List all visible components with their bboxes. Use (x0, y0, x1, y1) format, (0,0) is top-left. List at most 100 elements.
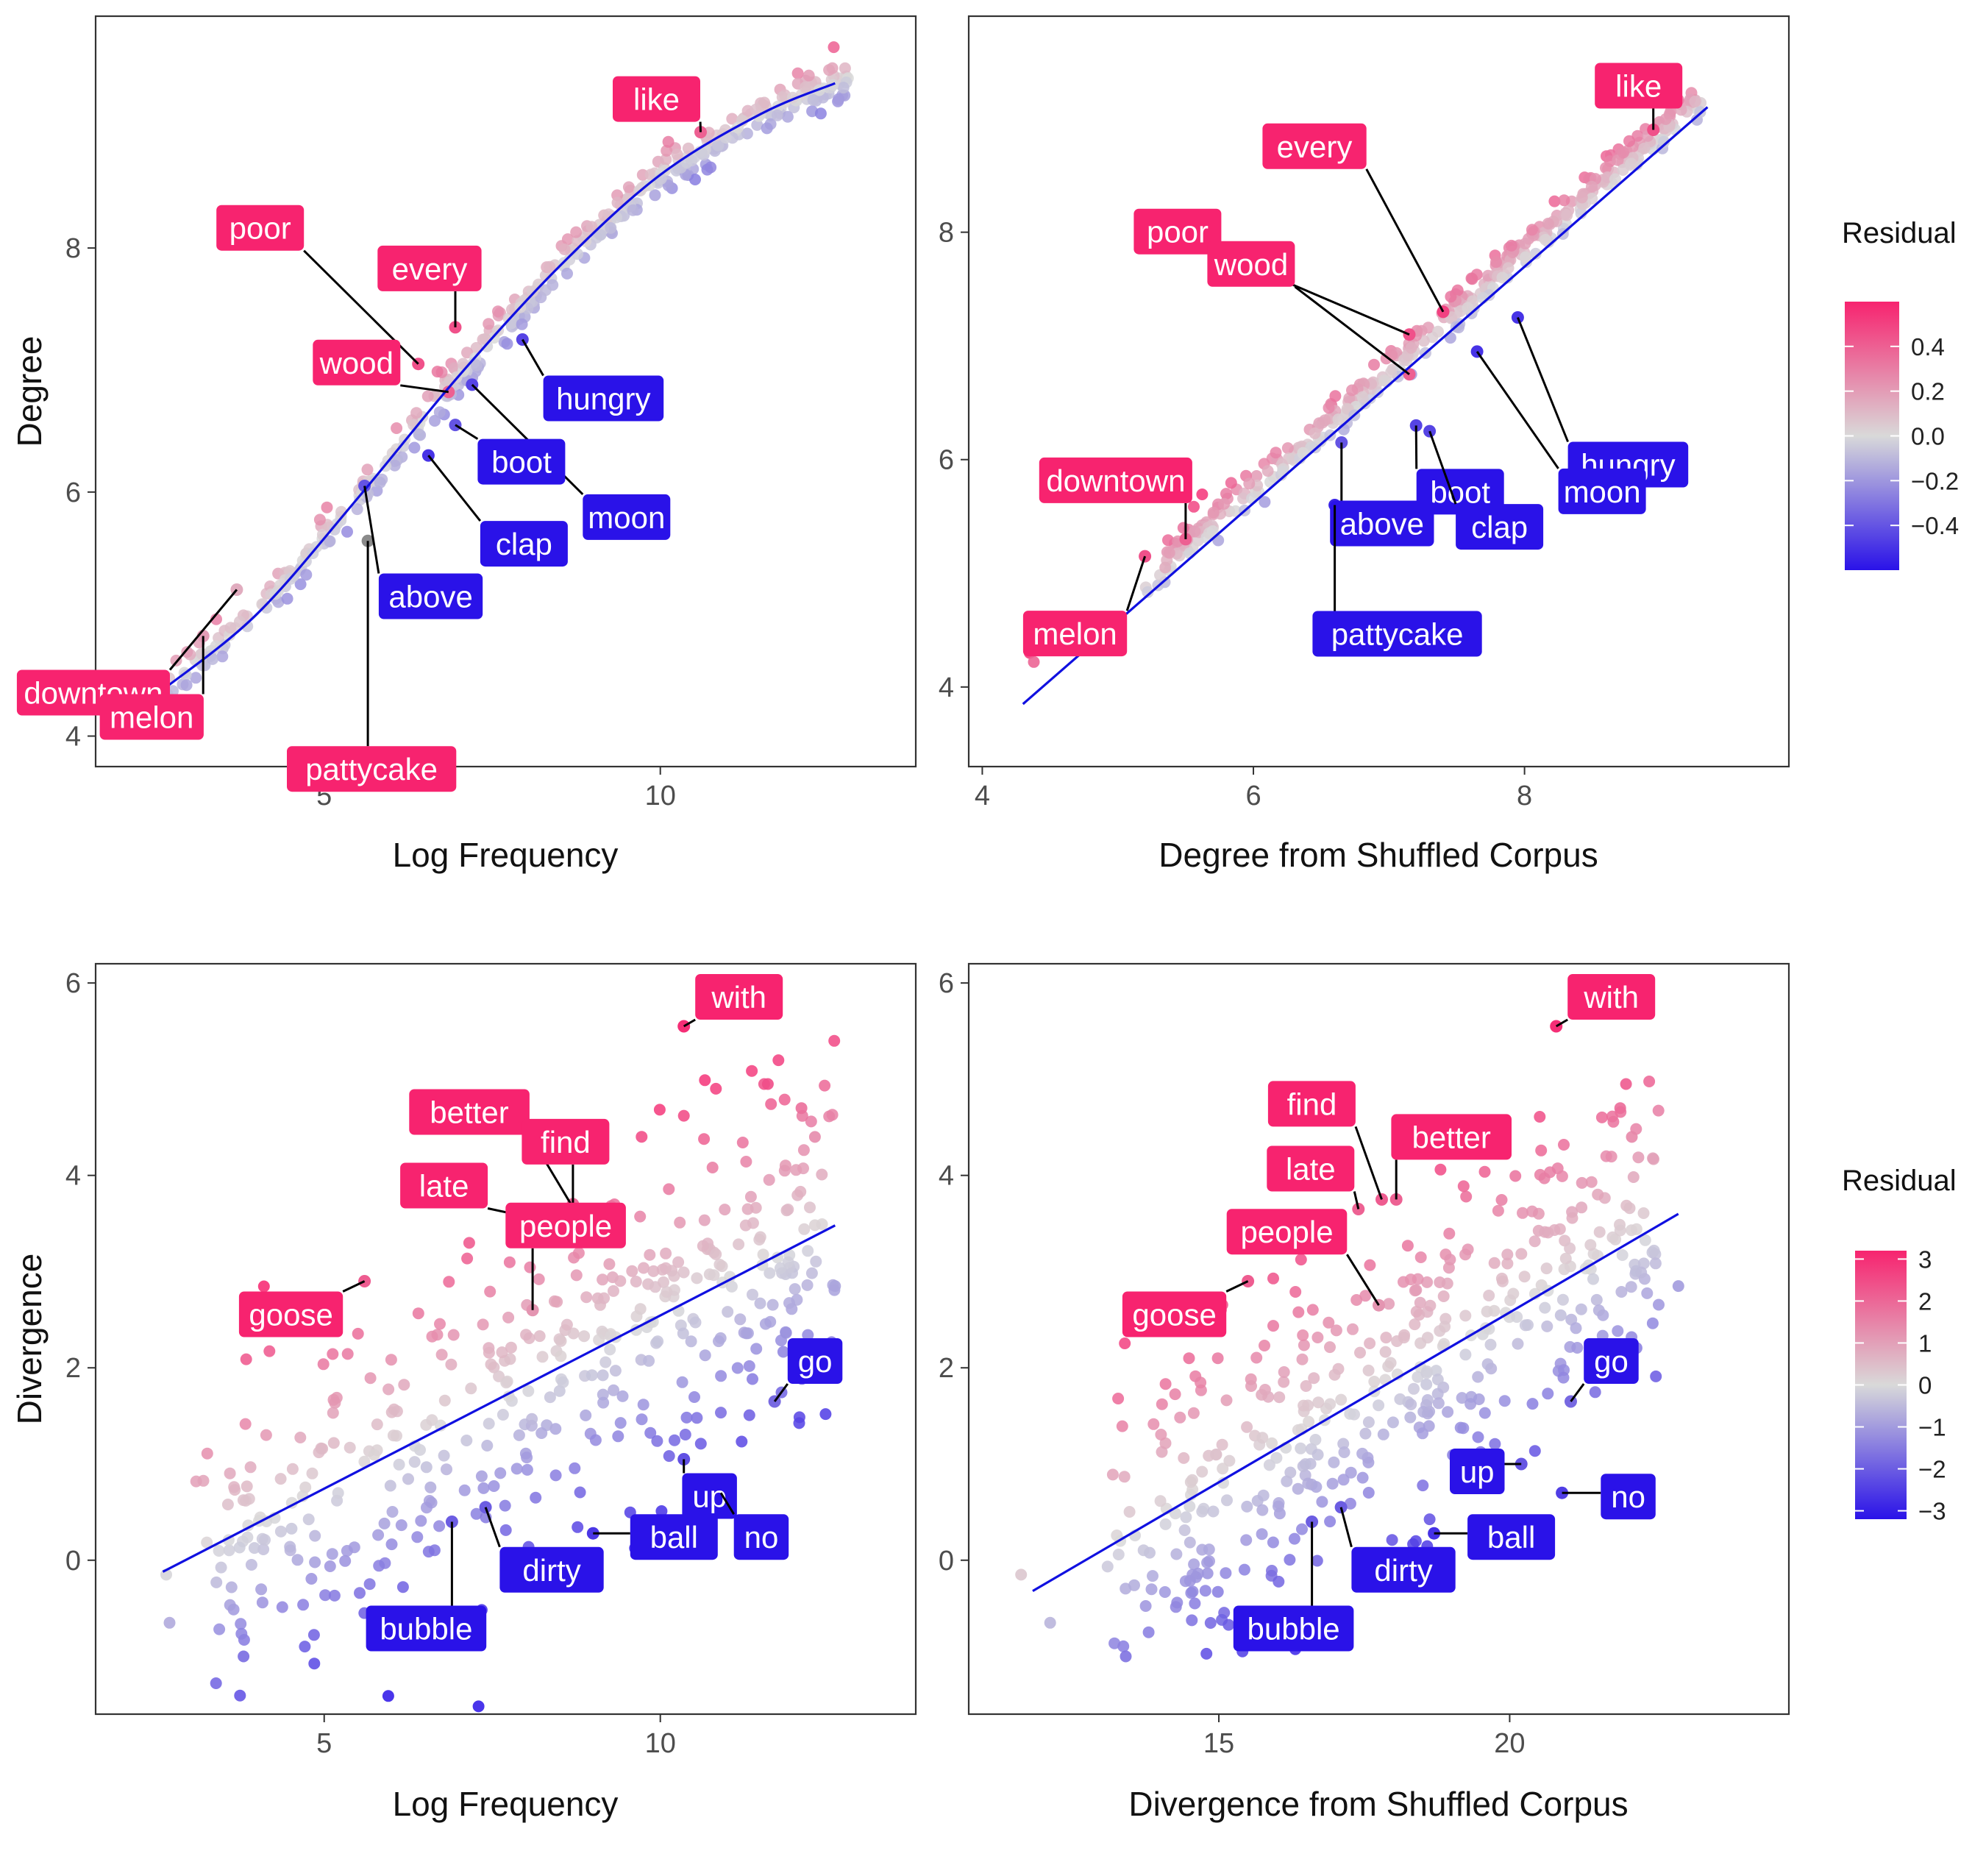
scatter-point (572, 1521, 584, 1533)
scatter-point (1507, 1287, 1520, 1300)
word-label: downtown (1046, 463, 1185, 498)
scatter-point (1184, 1536, 1196, 1549)
scatter-point (492, 305, 504, 318)
panel-divergence-vs-shuffled-divergence: 15 20 0 2 4 6 with find late better people goose go… (939, 962, 1790, 1823)
scatter-point (1223, 1454, 1236, 1467)
scatter-point (561, 233, 574, 246)
word-label-box (543, 375, 664, 422)
scatter-point (499, 1499, 511, 1512)
scatter-point (1460, 1190, 1473, 1203)
scatter-point (1542, 1388, 1554, 1400)
scatter-point (608, 1285, 619, 1297)
fit-line (1032, 1212, 1679, 1592)
scatter-point (1345, 1466, 1357, 1479)
word-label: goose (1132, 1298, 1216, 1332)
scatter-point (780, 1326, 792, 1338)
word-label-box (1122, 1291, 1227, 1337)
scatter-point (1273, 1500, 1284, 1513)
scatter-point (1585, 1176, 1598, 1188)
scatter-point (319, 1589, 332, 1602)
scatter-point (691, 1272, 703, 1285)
scatter-point (1386, 1534, 1398, 1546)
scatter-point (332, 1487, 344, 1499)
scatter-point (1600, 162, 1612, 174)
scatter-point (1298, 1339, 1310, 1351)
scatter-point (1542, 217, 1554, 230)
scatter-point (413, 428, 425, 441)
legend-title: Residual (1842, 1165, 1957, 1197)
word-label-box (1022, 611, 1128, 657)
scatter-point (1421, 1276, 1434, 1288)
y-axis-title: Divergence (10, 1254, 49, 1425)
scatter-point (627, 204, 639, 216)
scatter-point (1627, 1171, 1640, 1183)
scatter-point (445, 1358, 458, 1371)
scatter-point (1281, 442, 1294, 455)
scatter-point (300, 569, 313, 581)
scatter-point (1529, 247, 1542, 260)
scatter-point (1659, 113, 1672, 125)
scatter-point (328, 1589, 341, 1602)
scatter-point (743, 1409, 755, 1421)
scatter-point (1385, 366, 1398, 378)
word-label-box (1601, 1474, 1656, 1520)
label-connector (1225, 1280, 1249, 1293)
axis-ticks: 5 10 0 2 4 6 (65, 968, 676, 1759)
scatter-point (385, 1538, 398, 1551)
scatter-point (412, 1307, 424, 1320)
y-tick-label: 0 (65, 1546, 81, 1577)
word-label-box (1233, 1605, 1354, 1652)
legend-tick-label: −1 (1918, 1414, 1946, 1441)
scatter-point (533, 1273, 545, 1285)
scatter-point (384, 1479, 396, 1492)
scatter-point (1607, 1115, 1620, 1128)
scatter-point (372, 1529, 385, 1541)
scatter-point (286, 1463, 299, 1475)
scatter-point (1424, 1299, 1437, 1312)
scatter-point (569, 1462, 581, 1474)
scatter-point (1512, 1337, 1524, 1350)
scatter-point (1112, 1549, 1125, 1560)
scatter-point (386, 1506, 399, 1518)
scatter-point (1270, 447, 1282, 459)
scatter-point (516, 318, 528, 330)
scatter-point (1308, 1372, 1320, 1385)
scatter-point (1609, 173, 1621, 185)
scatter-point (1373, 1399, 1385, 1412)
scatter-point (274, 1525, 287, 1538)
word-label: wood (319, 346, 394, 380)
scatter-point (560, 1318, 573, 1331)
scatter-point (1534, 1111, 1546, 1123)
scatter-point (494, 1467, 507, 1479)
scatter-point (1404, 1411, 1417, 1424)
scatter-point (385, 1406, 398, 1418)
scatter-point (574, 1486, 586, 1499)
scatter-point (371, 1418, 383, 1431)
scatter-point (593, 1334, 605, 1346)
scatter-point (1162, 534, 1174, 547)
scatter-point (1302, 1477, 1314, 1490)
scatter-point (1459, 1310, 1472, 1322)
word-label: ball (650, 1520, 698, 1555)
scatter-point (1216, 1438, 1228, 1451)
scatter-point (1159, 561, 1172, 574)
scatter-point (805, 1115, 817, 1128)
scatter-point (630, 1310, 643, 1323)
scatter-point (1196, 1465, 1209, 1478)
scatter-point (1626, 1131, 1638, 1143)
scatter-point (636, 1131, 648, 1143)
scatter-point (1422, 321, 1434, 334)
label-connector (342, 1280, 366, 1293)
scatter-point (368, 1449, 380, 1461)
word-label-box (1133, 208, 1222, 255)
scatter-point (501, 338, 513, 350)
scatter-point (344, 1441, 356, 1454)
word-label-box (99, 694, 204, 740)
label-connector (1353, 1191, 1360, 1209)
scatter-point (1229, 505, 1242, 517)
scatter-point (655, 1505, 668, 1517)
scatter-point (1337, 1474, 1350, 1486)
scatter-point (1554, 1309, 1567, 1321)
scatter-point (241, 1531, 254, 1543)
scatter-point (426, 1330, 438, 1343)
